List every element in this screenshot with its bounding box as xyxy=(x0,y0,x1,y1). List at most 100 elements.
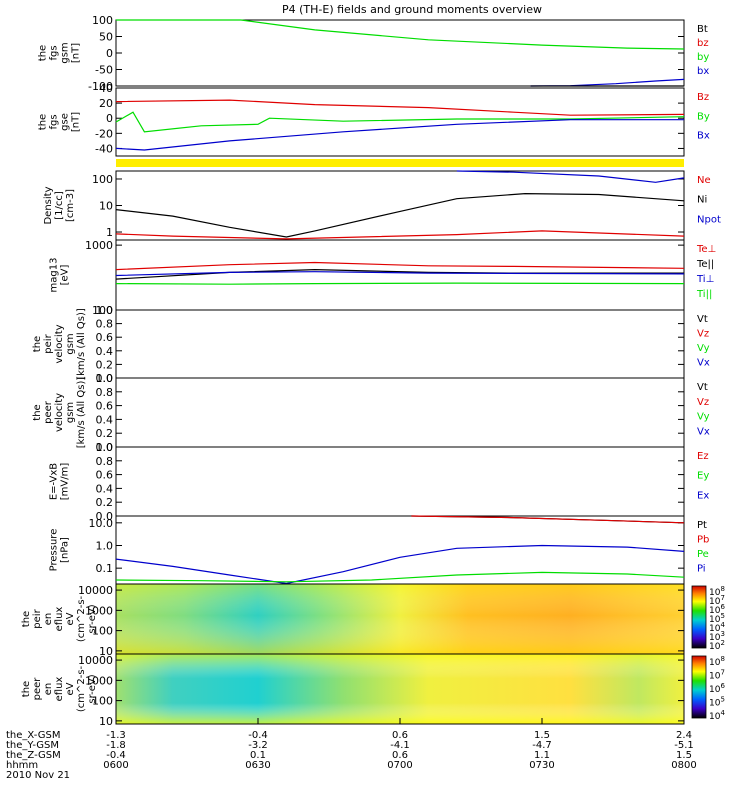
y-axis-label-line: fgs xyxy=(49,114,60,129)
y-axis-label-line: the xyxy=(32,404,43,420)
legend-entry-Vx: Vx xyxy=(697,358,710,369)
y-tick-label: 0.0 xyxy=(96,510,114,523)
status-bar xyxy=(116,159,684,167)
y-tick-label: 0.6 xyxy=(96,469,114,482)
panel-density: 100 10 1 Density [1/cc] [cm-3] Ne Ni Npot xyxy=(43,170,721,241)
y-tick-label: 0 xyxy=(106,47,113,60)
x-tick-label: 0.6 xyxy=(392,730,408,741)
series-Te⊥ xyxy=(115,261,685,271)
y-tick-label: 0.8 xyxy=(96,386,114,399)
y-axis-label-line: the xyxy=(38,114,49,130)
panel-temperature: 1000 100 mag13 [eV] Te⊥ Te|| Ti⊥ Ti|| xyxy=(49,239,717,317)
y-tick-label: -20 xyxy=(95,127,113,140)
y-tick-label: 0.2 xyxy=(96,427,114,440)
y-axis-label-line: eflux xyxy=(54,677,65,702)
y-tick-label: 1.0 xyxy=(96,304,114,317)
x-tick-label: -4.1 xyxy=(390,740,410,751)
series-Pb xyxy=(411,515,685,524)
y-tick-label: 100 xyxy=(92,173,113,186)
x-tick-label: 0630 xyxy=(245,760,270,771)
y-axis-label-line: [nT] xyxy=(71,112,82,132)
y-tick-label: 0.0 xyxy=(96,441,114,454)
legend-entry-bx: bx xyxy=(697,66,709,77)
y-tick-label: 1000 xyxy=(85,604,113,617)
legend-entry-By: By xyxy=(697,111,710,122)
panel-frame xyxy=(115,87,685,157)
y-axis-label-line: mag13 xyxy=(49,258,60,293)
y-axis-label-line: the xyxy=(21,611,32,627)
legend-entry-Ey: Ey xyxy=(697,471,709,482)
y-tick-label: 40 xyxy=(99,82,113,95)
y-axis-label-line: sr-eV) xyxy=(87,674,98,703)
y-tick-label: -40 xyxy=(95,142,113,155)
y-axis-label-line: [1/cc] xyxy=(54,191,65,220)
x-tick-label: -5.1 xyxy=(674,740,694,751)
y-axis-label-line: [km/s (All Qs)] xyxy=(76,377,87,449)
x-tick-label: 0730 xyxy=(529,760,554,771)
y-tick-label: 10 xyxy=(99,715,113,728)
x-row-label: the_X-GSM xyxy=(6,730,60,741)
panel-frame xyxy=(115,309,685,379)
y-tick-label: 10000 xyxy=(78,654,113,667)
x-tick-label: -4.7 xyxy=(532,740,552,751)
colorbar-scale xyxy=(691,585,707,649)
series-Ti|| xyxy=(115,282,685,285)
spectrogram-shade-peir_en_eflux xyxy=(116,584,684,654)
y-axis-label-line: the xyxy=(38,45,49,61)
legend-entry-Ti⊥: Ti⊥ xyxy=(696,274,714,285)
x-tick-label: 0800 xyxy=(671,760,696,771)
x-tick-label: 1.1 xyxy=(534,750,550,761)
x-tick-label: 2.4 xyxy=(676,730,692,741)
date-label: 2010 Nov 21 xyxy=(6,770,70,781)
y-tick-label: 1 xyxy=(106,226,113,239)
y-tick-label: 0.2 xyxy=(96,496,114,509)
x-tick-label: -1.8 xyxy=(106,740,126,751)
legend-entry-Ez: Ez xyxy=(697,451,709,462)
legend-entry-Bt: Bt xyxy=(697,24,708,35)
y-axis-label-line: gsm xyxy=(60,42,71,63)
y-tick-label: 0.4 xyxy=(96,482,114,495)
colorbar-scale xyxy=(691,655,707,719)
panel-pressure: 10.0 1.0 0.1 Pressure [nPa] Pt Pb Pe Pi xyxy=(49,515,709,585)
series-Bx xyxy=(115,119,684,151)
x-tick-label: 1.5 xyxy=(676,750,692,761)
x-row-label: the_Z-GSM xyxy=(6,750,61,761)
colorbar-tick-label: 107 xyxy=(709,669,725,682)
panel-frame xyxy=(115,377,685,448)
y-axis-label-line: velocity xyxy=(54,324,65,363)
y-tick-label: 20 xyxy=(99,97,113,110)
legend-entry-Ex: Ex xyxy=(697,490,709,501)
legend-entry-bz: bz xyxy=(697,38,709,49)
y-tick-label: 0.8 xyxy=(96,455,114,468)
y-axis-label-line: gsm xyxy=(65,402,76,423)
series-Pi xyxy=(115,544,685,585)
y-tick-label: -100 xyxy=(88,80,113,93)
x-tick-label: 1.5 xyxy=(534,730,550,741)
y-axis-label-line: en xyxy=(43,683,54,696)
y-axis-label-line: eflux xyxy=(54,607,65,632)
y-tick-label: 0 xyxy=(106,112,113,125)
y-axis-label-line: [nT] xyxy=(71,43,82,63)
x-row-label: hhmm xyxy=(6,760,38,771)
y-tick-label: 1.0 xyxy=(96,372,114,385)
y-axis-label-line: [eV] xyxy=(60,265,71,286)
y-tick-label: 1.0 xyxy=(96,539,114,552)
y-tick-label: 0.4 xyxy=(96,345,114,358)
y-axis-label-line: peir xyxy=(32,608,43,628)
panel-fgs_gse: 40 20 0 -20 -40 the fgs gse [nT] Bz By Bx xyxy=(38,82,710,157)
y-axis-label-line: eV xyxy=(65,612,76,625)
y-tick-label: 100 xyxy=(92,695,113,708)
series-Ti⊥ xyxy=(115,271,685,277)
colorbar-tick-label: 106 xyxy=(709,682,725,695)
y-tick-label: 1000 xyxy=(85,239,113,252)
series-Te|| xyxy=(115,268,684,280)
x-row-label: the_Y-GSM xyxy=(6,740,59,751)
legend-entry-Bx: Bx xyxy=(697,131,710,142)
y-tick-label: 0.6 xyxy=(96,400,114,413)
